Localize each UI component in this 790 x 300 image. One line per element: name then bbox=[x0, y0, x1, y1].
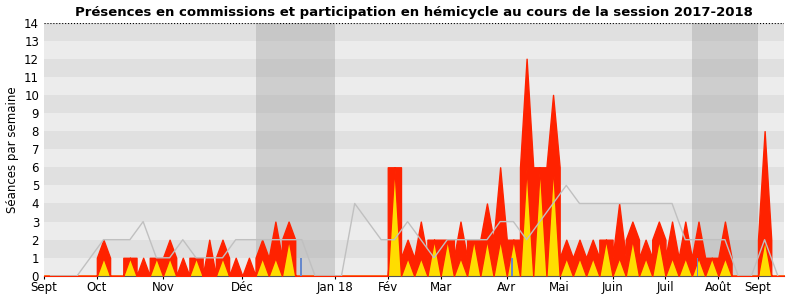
Bar bbox=[300, 258, 302, 276]
Bar bbox=[44, 113, 784, 131]
Bar bbox=[44, 22, 784, 40]
Bar bbox=[44, 203, 784, 222]
Bar bbox=[44, 59, 784, 77]
Bar bbox=[44, 77, 784, 95]
Bar bbox=[44, 240, 784, 258]
Bar bbox=[44, 95, 784, 113]
Bar bbox=[511, 258, 514, 276]
Bar bbox=[44, 149, 784, 167]
Bar bbox=[44, 258, 784, 276]
Y-axis label: Séances par semaine: Séances par semaine bbox=[6, 86, 18, 212]
Bar bbox=[697, 258, 698, 276]
Title: Présences en commissions et participation en hémicycle au cours de la session 20: Présences en commissions et participatio… bbox=[75, 6, 753, 19]
Bar bbox=[255, 22, 335, 276]
Bar bbox=[44, 167, 784, 185]
Bar bbox=[44, 131, 784, 149]
Bar bbox=[44, 40, 784, 59]
Bar bbox=[692, 22, 758, 276]
Bar bbox=[44, 185, 784, 203]
Bar bbox=[44, 222, 784, 240]
